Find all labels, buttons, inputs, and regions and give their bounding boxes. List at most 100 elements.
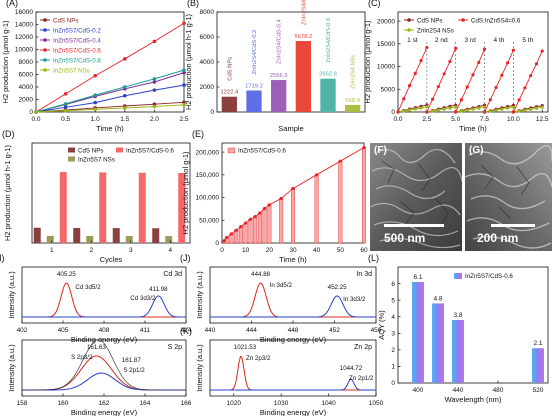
peak-name-label: Zn 2p1/2: [349, 375, 374, 382]
x-tick-label: 414: [181, 327, 192, 334]
data-point: [93, 107, 97, 112]
bar: [452, 320, 464, 383]
data-point: [523, 86, 527, 90]
series-line: [35, 69, 185, 113]
y-tick-label: 14000: [15, 22, 33, 29]
y-axis-label: H2 production (µmol g-1): [1, 20, 10, 104]
peak-value-label: 161.87: [122, 357, 141, 364]
data-point: [63, 92, 68, 96]
cycle-label: 5 th: [522, 37, 533, 44]
data-point: [253, 215, 257, 219]
y-tick-label: 0: [391, 109, 395, 116]
data-point: [267, 203, 271, 207]
x-tick-label: 1.0: [91, 116, 100, 123]
legend-swatch: [454, 273, 462, 279]
series-line: [35, 104, 185, 113]
peak-value-label: 405.25: [57, 271, 76, 278]
x-tick-label: 400: [413, 387, 424, 394]
y-tick-label: 5000: [381, 86, 396, 93]
scale-bar-label-g: 200 nm: [477, 231, 519, 245]
series-line: [35, 22, 185, 113]
data-point: [63, 102, 68, 106]
panel-label: (H): [0, 253, 5, 263]
bar: [33, 227, 41, 243]
data-label: 2.1: [533, 340, 542, 347]
x-axis-label: Binding energy (eV): [71, 408, 138, 416]
data-point: [396, 110, 400, 114]
series-line: [35, 101, 185, 113]
bar: [532, 348, 544, 383]
y-tick-label: 2: [391, 347, 395, 354]
bar: [238, 226, 243, 244]
x-tick-label: 520: [533, 387, 544, 394]
data-label: 6.1: [413, 274, 422, 281]
data-label: 1719.2: [245, 84, 263, 90]
data-label: 2556.3: [270, 73, 288, 79]
x-tick-label: 480: [493, 387, 504, 394]
spectrum-title: Cd 3d: [163, 271, 182, 278]
data-point: [488, 109, 492, 113]
legend-entry: ZnIn2S4 NSs: [417, 27, 454, 34]
data-point: [454, 46, 458, 50]
data-point: [442, 72, 446, 76]
series-line: [512, 50, 543, 113]
bar: [46, 235, 54, 243]
data-point: [93, 93, 97, 97]
legend-swatch: [68, 156, 75, 162]
bar: [73, 228, 81, 243]
x-axis-label: Wavelength (nm): [445, 395, 502, 404]
legend-entry: InZn5S7/CdS-0.4: [53, 37, 101, 44]
panel-i: (I) 158 160 162 164 166 Binding energy (eV) Int…: [0, 326, 192, 416]
data-point: [448, 106, 452, 110]
x-tick-label: 452: [329, 327, 340, 334]
category-label: ZnIn2S4/CdS-0.8: [326, 18, 332, 63]
data-point: [477, 106, 481, 110]
scale-bar-f: [384, 224, 444, 227]
data-point: [488, 98, 492, 102]
bar: [345, 104, 361, 112]
data-point: [436, 84, 440, 89]
bar: [246, 90, 262, 112]
peak-name-label: In 3d3/2: [343, 296, 366, 303]
panel-label: (C): [368, 0, 381, 8]
panel-h: (H) 402 405 408 411 414 Binding energy (eV) Int…: [0, 253, 192, 344]
data-point: [123, 93, 127, 98]
y-tick-label: 4000: [200, 59, 215, 66]
y-tick-label: 10000: [377, 64, 395, 71]
panel-label: (E): [192, 129, 204, 139]
x-tick-label: 166: [181, 400, 192, 407]
category-label: ZnIn2S4/CdS-0.6: [301, 0, 307, 25]
panel-c: (C) 0.0 2.5 5.0 7.5 10.0 12.5 0 5000 10000 15000 20…: [363, 0, 549, 133]
x-tick-label: 158: [17, 400, 28, 407]
panel-label: (D): [2, 129, 15, 139]
y-tick-label: 0: [210, 109, 214, 116]
y-tick-label: 10000: [15, 47, 33, 54]
x-tick-label: 162: [99, 400, 110, 407]
data-label: 5678.2: [294, 34, 312, 40]
envelope: [21, 339, 186, 391]
panel-a: (A) 0.0 0.5 1.0 1.5 2.0 2.5 0 2000 4000 6000 8000 10…: [1, 0, 189, 133]
data-point: [517, 109, 521, 113]
fitted-peak: [210, 378, 376, 391]
data-point: [182, 103, 186, 107]
data-point: [225, 235, 229, 240]
plot-frame: [397, 266, 549, 384]
x-tick-label: 30: [289, 247, 297, 254]
peak-name-label: Cd 3d5/2: [75, 284, 101, 291]
bar: [262, 208, 267, 244]
legend-swatch: [68, 147, 75, 153]
data-point: [258, 211, 262, 215]
y-tick-label: 15000: [377, 41, 395, 48]
y-axis-label: H2 production (µmol g-1): [181, 151, 190, 235]
y-tick-label: 8000: [19, 59, 34, 66]
trend-line: [224, 147, 365, 241]
data-point: [540, 105, 544, 109]
data-point: [315, 173, 319, 177]
fitted-peak: [210, 295, 376, 318]
data-point: [182, 68, 186, 72]
panel-label: (A): [6, 0, 18, 8]
sem-image-g: (G) 200 nm: [465, 143, 552, 251]
data-point: [63, 108, 68, 113]
bar: [279, 198, 284, 244]
